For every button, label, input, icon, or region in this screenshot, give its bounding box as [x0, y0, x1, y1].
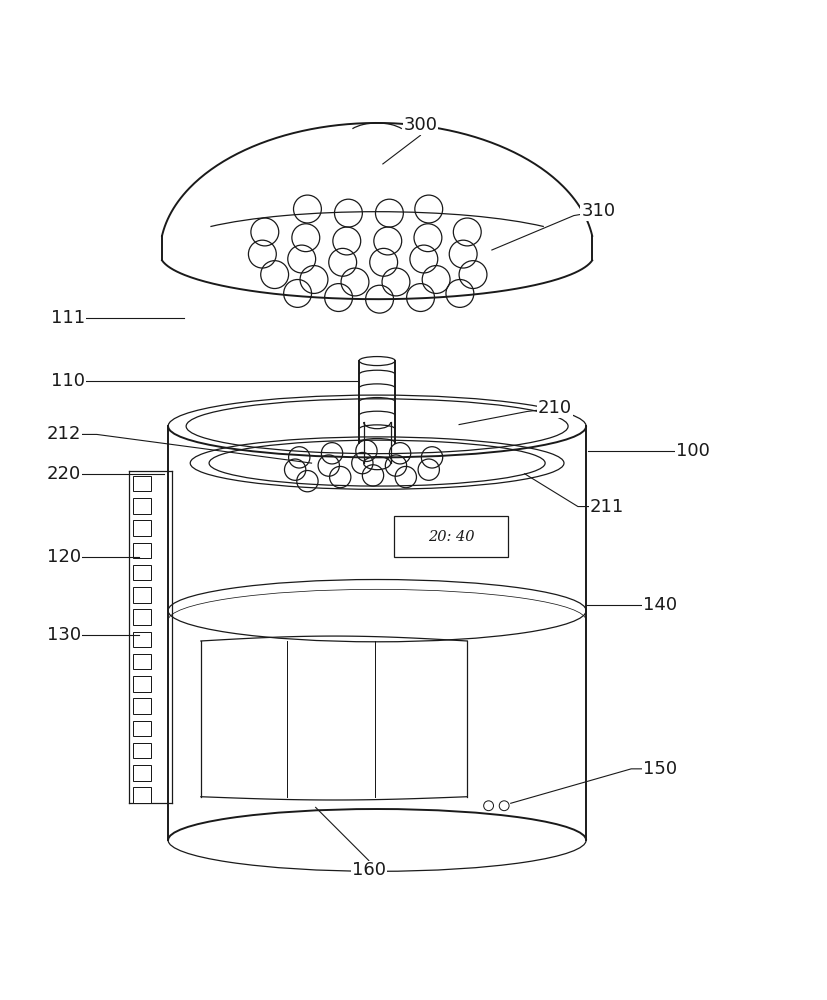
Text: 100: 100	[675, 442, 709, 460]
Text: 140: 140	[642, 596, 676, 614]
Bar	[132, 520, 151, 536]
Text: 211: 211	[589, 498, 623, 516]
Bar	[132, 765, 151, 781]
Bar	[132, 632, 151, 647]
Bar	[132, 587, 151, 603]
Bar	[132, 676, 151, 692]
Bar	[132, 721, 151, 736]
Text: 220: 220	[47, 465, 81, 483]
Text: 111: 111	[51, 309, 85, 327]
Bar	[132, 476, 151, 491]
Text: 120: 120	[47, 548, 81, 566]
Text: 210: 210	[538, 399, 571, 417]
Text: 160: 160	[351, 861, 385, 879]
Text: 300: 300	[403, 116, 437, 134]
Text: 110: 110	[51, 372, 85, 390]
Text: 20: 40: 20: 40	[427, 530, 474, 544]
Bar	[132, 787, 151, 803]
Bar	[132, 609, 151, 625]
Bar	[132, 498, 151, 514]
Bar	[132, 698, 151, 714]
Text: 212: 212	[47, 425, 81, 443]
Bar	[132, 743, 151, 758]
Bar	[132, 565, 151, 580]
Bar	[132, 543, 151, 558]
Text: 150: 150	[642, 760, 676, 778]
Text: 310: 310	[581, 202, 614, 220]
Bar	[132, 654, 151, 669]
Bar	[393, 516, 508, 557]
Text: 130: 130	[47, 626, 81, 644]
